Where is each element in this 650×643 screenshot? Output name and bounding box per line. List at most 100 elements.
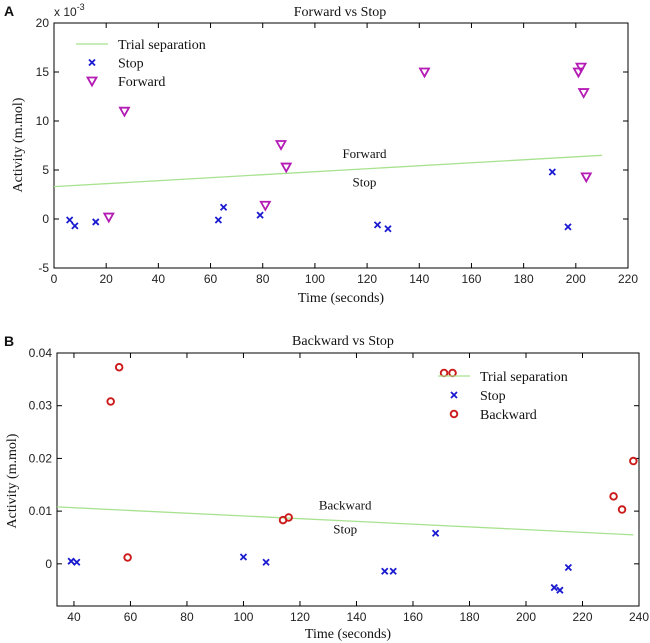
plot-frame-a	[53, 22, 629, 269]
legend-label-b-stop: Stop	[480, 389, 506, 404]
forward-point-a-9	[580, 172, 593, 184]
stop-point-b-7-stroke-2	[550, 583, 558, 592]
backward-point-b-8	[617, 505, 627, 514]
x-tick-label-b-2: 80	[180, 610, 194, 624]
stop-point-a-6	[373, 221, 382, 229]
x-tick-label-a-10: 200	[566, 272, 586, 286]
legend-a: Trial separation Stop Forward	[76, 38, 206, 90]
x-tick-label-a-3: 60	[204, 272, 218, 286]
stop-point-b-2	[239, 553, 248, 561]
stop-point-a-8-stroke-2	[548, 168, 556, 176]
backward-point-b-0	[106, 397, 115, 406]
panel-letter-b: B	[4, 333, 14, 349]
plot-area-b: 40 60 80 100 120 140 160 180 200 220 240 0 0.01 0.02 0…	[29, 346, 650, 624]
x-tick-label-a-11: 220	[618, 272, 638, 286]
stop-point-a-9-stroke-2	[564, 223, 572, 231]
x-tick-label-b-0: 40	[67, 610, 81, 624]
x-axis-label-b: Time (seconds)	[305, 627, 392, 642]
legend-swatch-a-forward	[85, 76, 99, 88]
forward-point-a-0	[102, 212, 115, 224]
legend-b: Trial separation Stop Backward	[438, 370, 568, 423]
stop-point-b-9-stroke-2	[564, 563, 573, 572]
annotation-a-stop: Stop	[353, 175, 377, 190]
x-axis-label-a: Time (seconds)	[298, 291, 385, 306]
x-tick-label-b-6: 160	[403, 610, 423, 624]
stop-point-a-5	[256, 211, 264, 219]
stop-point-a-4	[219, 203, 228, 211]
stop-point-a-7	[384, 225, 392, 233]
annotation-b-backward: Backward	[319, 498, 372, 513]
backward-point-b-6	[448, 368, 457, 378]
stop-point-b-8-stroke-2	[556, 586, 564, 594]
legend-label-a-trial-separation: Trial separation	[118, 38, 206, 53]
panel-a: A Forward vs Stop x 10-3 0 20 40 60 80 100 120…	[4, 2, 638, 306]
y-tick-label-a-0: -5	[38, 261, 49, 275]
x-tick-label-b-10: 240	[629, 610, 649, 624]
x-tick-label-b-8: 200	[516, 610, 536, 624]
forward-point-a-8	[577, 88, 590, 99]
backward-point-b-9	[629, 456, 638, 466]
x-tick-label-a-4: 80	[256, 272, 270, 286]
legend-label-a-forward: Forward	[118, 75, 165, 90]
forward-point-a-1	[118, 106, 131, 118]
y-tick-label-a-1: 0	[42, 212, 49, 226]
forward-point-a-3	[274, 140, 288, 151]
stop-point-a-7-stroke-2	[384, 225, 392, 233]
backward-point-b-4	[284, 513, 293, 522]
stop-point-b-6-stroke-2	[431, 529, 440, 537]
y-tick-label-b-2: 0.02	[29, 451, 53, 465]
stop-point-a-3	[214, 216, 223, 224]
stop-point-a-9	[564, 223, 572, 231]
legend-swatch-b-stop	[450, 391, 458, 399]
stop-point-a-3-stroke-2	[214, 216, 223, 224]
stop-point-a-0	[66, 216, 74, 224]
stop-point-b-5	[389, 567, 397, 575]
forward-point-a-4	[280, 162, 293, 174]
stop-point-b-2-stroke-2	[239, 553, 248, 561]
x-tick-label-a-7: 140	[409, 272, 429, 286]
plot-frame-b	[56, 352, 640, 607]
y-axis-label-b: Activity (m.mol)	[5, 433, 20, 528]
stop-point-b-3	[262, 558, 270, 566]
x-tick-label-b-1: 60	[124, 610, 138, 624]
y-exponent-label-a: x 10-3	[54, 2, 85, 19]
stop-point-b-3-stroke-2	[262, 558, 270, 566]
x-tick-label-b-9: 220	[572, 610, 592, 624]
stop-point-a-8	[548, 168, 556, 176]
stop-point-a-1-stroke-2	[71, 222, 79, 230]
chart-title-b: Backward vs Stop	[292, 334, 394, 349]
x-tick-label-a-1: 20	[100, 272, 114, 286]
panel-b: B Backward vs Stop 40 60 80 100 120 140 160 180…	[4, 333, 649, 642]
y-axis-label-a: Activity (m.mol)	[11, 97, 26, 192]
panel-letter-a: A	[4, 3, 14, 19]
legend-label-b-backward: Backward	[480, 408, 537, 423]
x-tick-label-a-0: 0	[51, 272, 58, 286]
stop-point-a-2	[92, 218, 100, 226]
stop-point-b-9	[564, 563, 573, 572]
trial-separation-line-a	[53, 154, 602, 188]
x-tick-label-a-5: 100	[305, 272, 325, 286]
stop-point-b-1-stroke-2	[73, 558, 81, 566]
y-tick-label-a-5: 20	[36, 16, 50, 30]
stop-point-b-6	[431, 529, 440, 537]
stop-point-a-4-stroke-2	[219, 203, 228, 211]
legend-swatch-b-backward	[449, 409, 459, 419]
y-tick-label-b-3: 0.03	[29, 399, 53, 413]
stop-point-b-5-stroke-2	[389, 567, 397, 575]
legend-swatch-b-stop-stroke-2	[450, 391, 458, 399]
legend-label-b-trial-separation: Trial separation	[480, 370, 568, 385]
y-tick-label-a-4: 15	[36, 65, 50, 79]
forward-point-a-2	[259, 200, 272, 212]
forward-point-a-5	[418, 67, 431, 79]
y-tick-label-b-0: 0	[45, 557, 52, 571]
stop-point-b-0-stroke-2	[67, 557, 75, 565]
y-tick-label-b-4: 0.04	[29, 346, 53, 360]
chart-title-a: Forward vs Stop	[294, 5, 387, 20]
legend-swatch-a-stop	[88, 58, 96, 67]
stop-point-a-5-stroke-2	[256, 211, 264, 219]
backward-point-b-5	[439, 368, 449, 378]
legend-label-a-stop: Stop	[118, 57, 144, 72]
stop-point-a-6-stroke-2	[373, 221, 382, 229]
x-tick-label-b-7: 180	[459, 610, 479, 624]
